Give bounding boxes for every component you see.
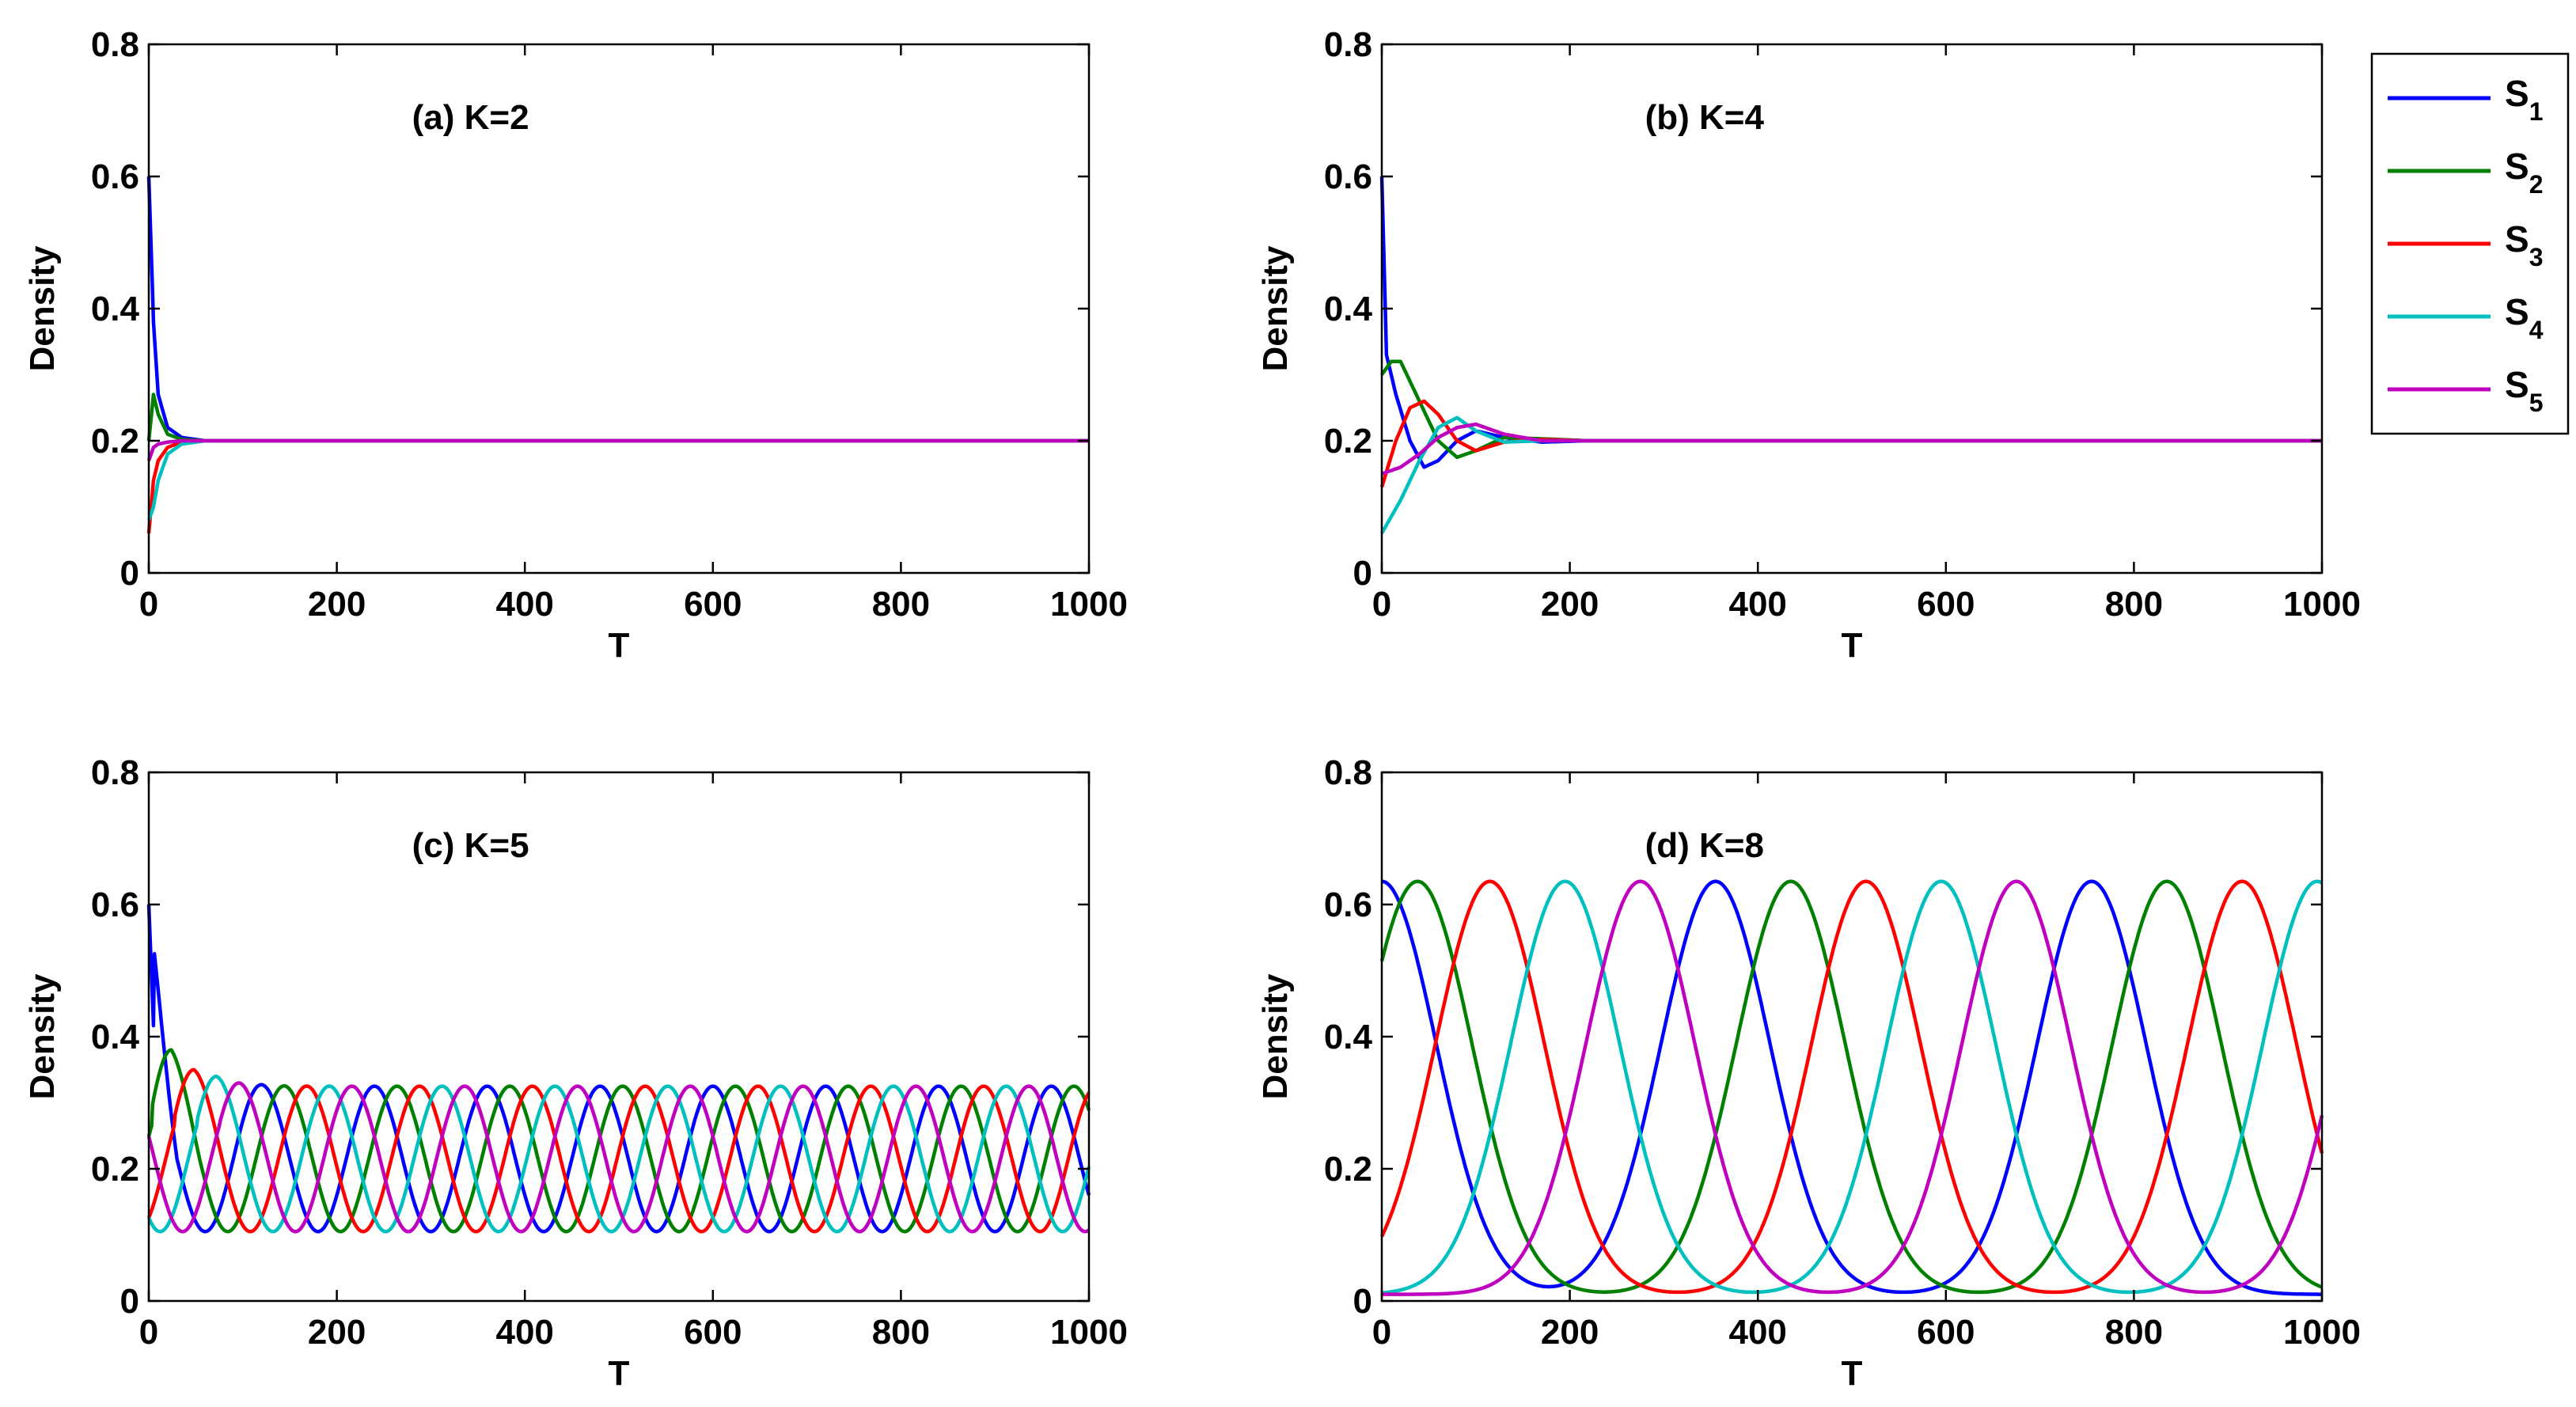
y-tick-label: 0.8	[91, 753, 139, 792]
y-tick-label: 0.4	[1324, 290, 1373, 328]
plot-area	[149, 44, 1089, 573]
y-axis-label: Density	[23, 245, 62, 371]
x-tick-label: 400	[495, 1313, 553, 1352]
x-axis-label: T	[1842, 1354, 1863, 1393]
series-line-s2	[1379, 879, 2324, 1295]
panel-annotation: (d) K=8	[1645, 826, 1764, 865]
panel-1: 0 200 400 600 800 1000 0 0.2 0.4 0.6 0.8 T Density (a…	[23, 25, 1128, 665]
x-tick-label: 0	[139, 1313, 158, 1352]
y-tick-label: 0	[120, 554, 139, 593]
plot-area	[1382, 772, 2322, 1301]
series-line-s5	[146, 438, 1091, 461]
x-tick-label: 600	[684, 585, 742, 624]
y-tick-label: 0.8	[1324, 753, 1372, 792]
series-group	[146, 176, 1091, 534]
x-tick-label: 800	[2105, 1313, 2163, 1352]
x-tick-label: 200	[1541, 585, 1599, 624]
series-group	[1379, 879, 2324, 1296]
legend-label-s5: S5	[2505, 364, 2543, 417]
x-tick-label: 400	[495, 585, 553, 624]
y-tick-label: 0.6	[91, 157, 139, 196]
panel-annotation: (b) K=4	[1645, 98, 1765, 137]
x-tick-label: 800	[2105, 585, 2163, 624]
panel-4: 0 200 400 600 800 1000 0 0.2 0.4 0.6 0.8 T Density (d…	[1256, 753, 2361, 1393]
y-axis-label: Density	[23, 973, 62, 1099]
panel-annotation: (a) K=2	[412, 98, 529, 137]
y-tick-label: 0	[1353, 1282, 1372, 1321]
series-line-s5	[1380, 422, 2324, 476]
x-tick-label: 800	[872, 1313, 930, 1352]
x-tick-label: 1000	[2283, 1313, 2361, 1352]
x-tick-label: 200	[308, 1313, 366, 1352]
legend-label-s1: S1	[2505, 73, 2543, 126]
x-tick-label: 0	[139, 585, 158, 624]
panel-2: 0 200 400 600 800 1000 0 0.2 0.4 0.6 0.8 T Density (b…	[1256, 25, 2361, 665]
y-tick-label: 0.4	[1324, 1018, 1373, 1056]
panel-annotation: (c) K=5	[412, 826, 529, 865]
y-tick-label: 0.2	[1324, 1150, 1372, 1189]
legend-label-s2: S2	[2505, 146, 2543, 199]
x-tick-label: 0	[1372, 585, 1391, 624]
y-tick-label: 0.6	[1324, 157, 1372, 196]
legend: S1 S2 S3 S4 S5	[2370, 52, 2570, 435]
x-axis-label: T	[609, 1354, 630, 1393]
y-tick-label: 0	[120, 1282, 139, 1321]
legend-label-s3: S3	[2505, 218, 2543, 271]
series-line-s1	[1380, 879, 2324, 1296]
series-line-s3	[146, 1068, 1091, 1234]
y-tick-label: 0.8	[91, 25, 139, 64]
x-tick-label: 1000	[1050, 1313, 1128, 1352]
x-tick-label: 1000	[1050, 585, 1128, 624]
y-tick-label: 0.2	[91, 422, 139, 461]
x-axis-label: T	[1842, 626, 1863, 665]
x-tick-label: 600	[684, 1313, 742, 1352]
y-tick-label: 0.8	[1324, 25, 1372, 64]
y-tick-label: 0.4	[91, 1018, 140, 1056]
x-tick-label: 200	[308, 585, 366, 624]
x-tick-label: 600	[1917, 585, 1975, 624]
y-axis-label: Density	[1256, 245, 1295, 371]
y-tick-label: 0.6	[1324, 886, 1372, 924]
x-tick-label: 0	[1372, 1313, 1391, 1352]
y-tick-label: 0.2	[1324, 422, 1372, 461]
y-tick-label: 0.6	[91, 886, 139, 924]
series-group	[146, 904, 1091, 1234]
x-tick-label: 400	[1728, 1313, 1786, 1352]
legend-label-s4: S4	[2505, 291, 2544, 344]
x-tick-label: 600	[1917, 1313, 1975, 1352]
x-axis-label: T	[609, 626, 630, 665]
y-tick-label: 0.4	[91, 290, 140, 328]
x-tick-label: 400	[1728, 585, 1786, 624]
series-line-s5	[146, 1081, 1091, 1234]
series-line-s5	[1380, 879, 2324, 1296]
series-group	[1379, 176, 2324, 535]
y-tick-label: 0	[1353, 554, 1372, 593]
panel-3: 0 200 400 600 800 1000 0 0.2 0.4 0.6 0.8 T Density (c…	[23, 753, 1128, 1393]
x-tick-label: 1000	[2283, 585, 2361, 624]
x-tick-label: 200	[1541, 1313, 1599, 1352]
series-line-s4	[146, 1074, 1091, 1234]
series-line-s1	[146, 904, 1091, 1234]
x-tick-label: 800	[872, 585, 930, 624]
series-line-s2	[146, 1048, 1091, 1234]
plot-area	[1382, 44, 2322, 573]
series-line-s3	[1379, 879, 2324, 1295]
y-tick-label: 0.2	[91, 1150, 139, 1189]
y-axis-label: Density	[1256, 973, 1295, 1099]
